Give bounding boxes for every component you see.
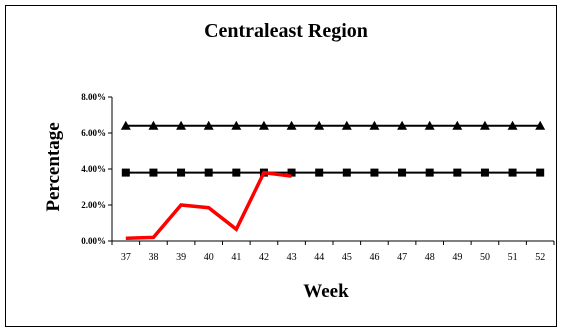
y-tick-label: 6.00% [81, 128, 106, 138]
square-marker [453, 168, 462, 177]
x-tick-label: 49 [452, 252, 462, 263]
triangle-marker [397, 120, 408, 130]
x-tick-label: 52 [535, 252, 545, 263]
triangle-marker [369, 120, 380, 130]
plot-area: 0.00% 2.00% 4.00% 6.00% 8.00% 37 38 39 40 41 42 43 4… [81, 92, 555, 263]
x-tick-label: 47 [397, 252, 407, 263]
x-tick-label: 41 [231, 252, 241, 263]
triangle-marker [176, 120, 187, 130]
square-marker [342, 168, 351, 177]
square-marker [370, 168, 379, 177]
x-tick-label: 43 [287, 252, 297, 263]
triangle-marker [535, 120, 546, 130]
triangle-marker [120, 120, 131, 130]
x-tick-label: 40 [204, 252, 214, 263]
square-marker [315, 168, 324, 177]
x-tick-label: 46 [369, 252, 379, 263]
triangle-marker [286, 120, 297, 130]
triangle-marker [231, 120, 242, 130]
series-line-red [125, 170, 292, 241]
triangle-marker [507, 120, 518, 130]
square-marker [149, 168, 158, 177]
triangle-marker [424, 120, 435, 130]
triangle-marker [203, 120, 214, 130]
square-marker [232, 168, 241, 177]
x-tick-label: 44 [314, 252, 324, 263]
x-tick-label: 42 [259, 252, 269, 263]
square-marker [204, 168, 213, 177]
square-marker [398, 168, 407, 177]
x-tick-label: 39 [176, 252, 186, 263]
square-marker [121, 168, 130, 177]
x-tick-label: 45 [342, 252, 352, 263]
square-marker [177, 168, 186, 177]
x-tick-label: 51 [508, 252, 518, 263]
triangle-marker [452, 120, 463, 130]
x-tick-label: 48 [425, 252, 435, 263]
x-tick-label: 38 [148, 252, 158, 263]
square-marker [536, 168, 545, 177]
y-tick-label: 2.00% [81, 200, 106, 210]
x-tick-label: 50 [480, 252, 490, 263]
y-tick-label: 0.00% [81, 236, 106, 246]
chart-title: Centraleast Region [204, 20, 368, 42]
triangle-marker [258, 120, 269, 130]
y-axis-title: Percentage [43, 122, 64, 211]
y-tick-label: 8.00% [81, 92, 106, 102]
x-tick-label: 37 [121, 252, 131, 263]
triangle-marker [479, 120, 490, 130]
square-marker [287, 168, 296, 177]
chart-frame [5, 5, 557, 327]
square-marker [425, 168, 434, 177]
triangle-marker [341, 120, 352, 130]
square-marker [480, 168, 489, 177]
square-marker [508, 168, 517, 177]
triangle-marker [148, 120, 159, 130]
triangle-marker [314, 120, 325, 130]
y-tick-label: 4.00% [81, 164, 106, 174]
x-axis-title: Week [303, 281, 349, 302]
